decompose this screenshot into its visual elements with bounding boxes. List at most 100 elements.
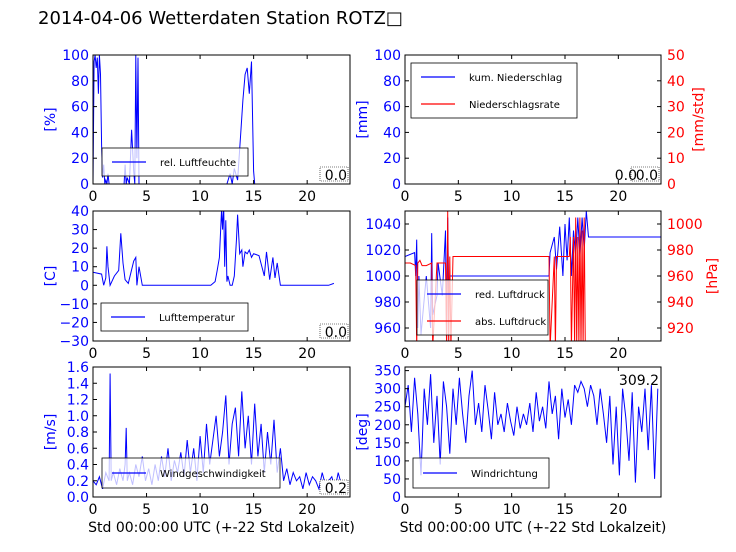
ytick-label: 1.0 <box>67 409 89 425</box>
y2-axis-label: [hPa] <box>705 258 721 294</box>
xtick-label: 10 <box>503 346 521 362</box>
legend-label: Lufttemperatur <box>159 313 236 324</box>
ytick-label: 60 <box>71 100 89 116</box>
ytick-label: 1000 <box>365 269 401 285</box>
xtick-label: 15 <box>245 189 263 205</box>
ytick-label: 0 <box>80 177 89 193</box>
ytick-label: 0 <box>392 490 401 506</box>
ytick-label: 80 <box>383 74 401 90</box>
plot-frame-direction <box>404 366 662 498</box>
y2tick-label: 0 <box>667 177 676 193</box>
legend-box-precip <box>410 62 578 119</box>
ytick-label: 250 <box>374 400 401 416</box>
xtick-label: 10 <box>191 502 209 518</box>
y2tick-label: 980 <box>667 243 694 259</box>
ytick-label: 0.0 <box>67 490 89 506</box>
legend-label: Windgeschwindigkeit <box>160 469 266 480</box>
plot-frame-temperature <box>92 210 351 342</box>
panel-temperature <box>92 210 351 342</box>
ytick-label: 1.6 <box>67 360 89 376</box>
ytick-label: 0.2 <box>67 474 89 490</box>
ytick-label: 10 <box>71 260 89 276</box>
ytick-label: 100 <box>374 48 401 64</box>
y-axis-label: [C] <box>43 266 59 287</box>
y2tick-label: 960 <box>667 269 694 285</box>
xtick-label: 20 <box>298 502 316 518</box>
panel-humidity <box>92 54 351 185</box>
xtick-label: 20 <box>298 346 316 362</box>
y2tick-label: 10 <box>667 151 685 167</box>
ytick-label: 0 <box>392 177 401 193</box>
legend-label: rel. Luftfeuchte <box>160 158 236 169</box>
xtick-label: 0 <box>401 502 410 518</box>
xtick-label: 15 <box>556 502 574 518</box>
panel-pressure <box>404 210 662 342</box>
ytick-label: 40 <box>383 125 401 141</box>
annotation-box <box>319 479 349 495</box>
y2-axis-label: [mm/std] <box>691 87 707 152</box>
xtick-label: 5 <box>454 502 463 518</box>
legend-box-pressure <box>416 279 549 336</box>
annotation-box <box>630 166 660 182</box>
xtick-label: 15 <box>556 189 574 205</box>
ytick-label: 60 <box>383 100 401 116</box>
xtick-label: 15 <box>245 346 263 362</box>
annotation-box <box>319 323 349 339</box>
xtick-label: 0 <box>401 346 410 362</box>
panel-direction <box>404 366 662 498</box>
ytick-label: 20 <box>383 151 401 167</box>
xtick-label: 5 <box>142 189 151 205</box>
xtick-label: 5 <box>454 189 463 205</box>
plot-frame-humidity <box>92 54 351 185</box>
ytick-label: −20 <box>59 315 89 331</box>
y-axis-label: [m/s] <box>43 414 59 451</box>
y2tick-label: 40 <box>667 74 685 90</box>
ytick-label: 300 <box>374 382 401 398</box>
xtick-label: 20 <box>609 346 627 362</box>
ytick-label: 40 <box>71 204 89 220</box>
legend-label: Niederschlagsrate <box>469 100 560 111</box>
ytick-label: 150 <box>374 436 401 452</box>
ytick-label: 980 <box>374 295 401 311</box>
ytick-label: 1.2 <box>67 393 89 409</box>
annotation-box <box>319 166 349 182</box>
y2tick-label: 20 <box>667 125 685 141</box>
ytick-label: 1020 <box>365 243 401 259</box>
y2tick-label: 940 <box>667 295 694 311</box>
value-annotation: 309.2 <box>619 373 659 389</box>
value-annotation: 0.0 <box>325 168 347 184</box>
ytick-label: 350 <box>374 364 401 380</box>
ytick-label: 80 <box>71 74 89 90</box>
series-line-pressure-1 <box>405 211 586 341</box>
ytick-label: 200 <box>374 418 401 434</box>
legend-label: red. Luftdruck <box>475 290 545 301</box>
xtick-label: 0 <box>401 189 410 205</box>
ytick-label: 20 <box>71 151 89 167</box>
panel-precip <box>404 54 662 185</box>
ytick-label: −10 <box>59 297 89 313</box>
xtick-label: 20 <box>609 189 627 205</box>
ytick-label: 100 <box>62 48 89 64</box>
y2tick-label: 50 <box>667 48 685 64</box>
xtick-label: 10 <box>191 189 209 205</box>
series-line-temperature-0 <box>93 211 335 288</box>
ytick-label: 40 <box>71 125 89 141</box>
xtick-label: 0 <box>89 189 98 205</box>
ytick-label: 1040 <box>365 217 401 233</box>
ytick-label: 0.8 <box>67 425 89 441</box>
legend-label: abs. Luftdruck <box>475 317 546 328</box>
ytick-label: 0 <box>80 278 89 294</box>
xtick-label: 5 <box>454 346 463 362</box>
ytick-label: 0.4 <box>67 458 89 474</box>
y2tick-label: 1000 <box>667 217 703 233</box>
xtick-label: 5 <box>142 502 151 518</box>
x-axis-label: Std 00:00:00 UTC (+-22 Std Lokalzeit) <box>400 520 667 536</box>
value-annotation-2: 0.0 <box>615 168 637 184</box>
ytick-label: 960 <box>374 321 401 337</box>
y-axis-label: [%] <box>43 107 59 131</box>
xtick-label: 0 <box>89 502 98 518</box>
y2tick-label: 920 <box>667 321 694 337</box>
ytick-label: 20 <box>71 241 89 257</box>
xtick-label: 20 <box>609 502 627 518</box>
